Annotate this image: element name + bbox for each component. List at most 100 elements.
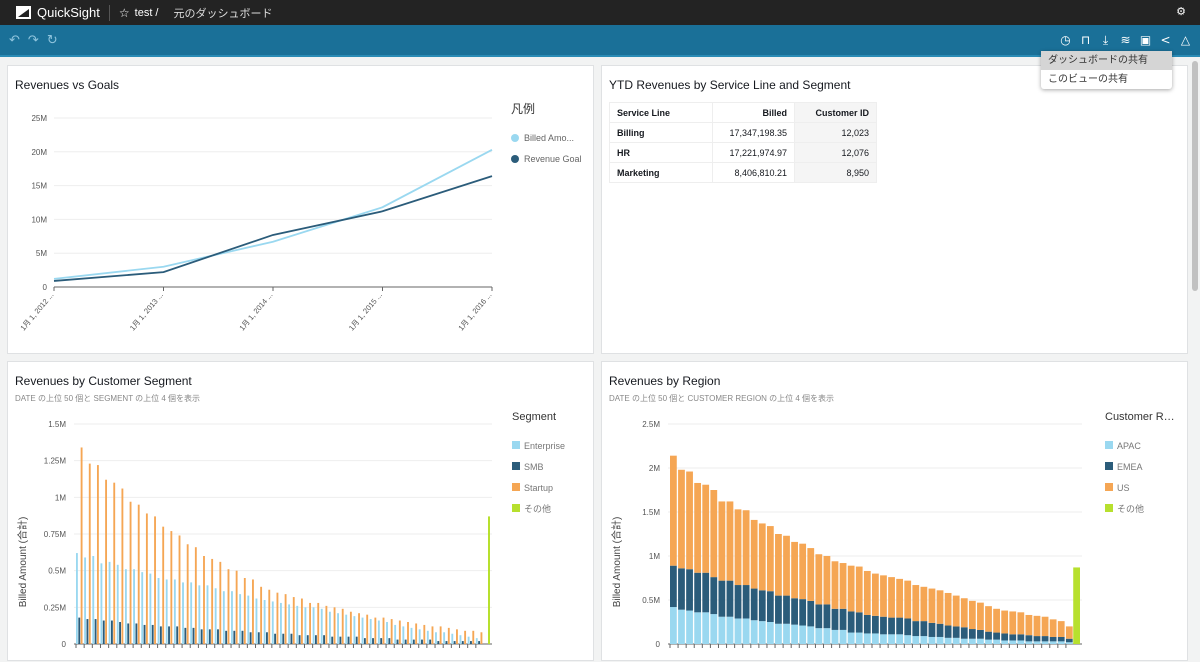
app-name[interactable]: QuickSight [37, 5, 100, 20]
y-tick-label: 20M [31, 148, 47, 157]
bar-smb [363, 638, 366, 644]
bar-emea [1017, 634, 1025, 641]
bar-us [896, 578, 904, 618]
bar-other [1073, 567, 1080, 644]
col-billed[interactable]: Billed [712, 102, 795, 123]
bar-smb [388, 638, 391, 644]
bar-emea [855, 612, 863, 633]
bar-apac [863, 633, 871, 644]
page-scrollbar[interactable] [1190, 57, 1200, 656]
clock-icon[interactable]: ◷ [1060, 33, 1071, 47]
bar-enterprise [410, 627, 413, 644]
x-tick-label: 1月 1, 2012 ... [18, 291, 55, 333]
bar-enterprise [149, 573, 152, 644]
legend-swatch [1105, 483, 1113, 491]
table-row[interactable]: Marketing 8,406,810.21 8,950 [609, 162, 877, 183]
bar-startup [464, 630, 467, 644]
y-tick-label: 15M [31, 182, 47, 191]
bell-icon[interactable]: △ [1180, 33, 1191, 47]
bookmark-icon[interactable]: ⊓ [1080, 33, 1091, 47]
share-dashboard-item[interactable]: ダッシュボードの共有 [1041, 51, 1172, 70]
share-view-item[interactable]: このビューの共有 [1048, 74, 1128, 85]
bar-emea [839, 608, 847, 630]
quicksight-logo-icon[interactable] [16, 6, 31, 19]
bar-smb [404, 639, 407, 644]
bar-enterprise [394, 624, 397, 644]
share-icon[interactable]: < [1160, 33, 1171, 47]
scrollbar-thumb[interactable] [1192, 61, 1198, 291]
bar-emea [888, 617, 895, 635]
bar-us [1009, 611, 1017, 635]
breadcrumb-folder[interactable]: test / [134, 6, 159, 19]
bar-apac [888, 634, 895, 644]
redo-icon[interactable]: ↷ [27, 33, 39, 48]
bar-us [791, 541, 798, 599]
visual-ytd-table[interactable]: YTD Revenues by Service Line and Segment… [601, 65, 1188, 354]
bar-emea [1065, 638, 1073, 643]
bar-us [993, 608, 1000, 633]
cell: Marketing [609, 162, 713, 183]
bar-enterprise [190, 582, 193, 644]
bar-startup [268, 589, 271, 644]
bar-apac [686, 610, 693, 644]
bar-enterprise [173, 579, 176, 644]
star-icon[interactable]: ☆ [118, 5, 130, 20]
bar-smb [135, 623, 138, 644]
table-row[interactable]: Billing 17,347,198.35 12,023 [609, 122, 877, 143]
bar-emea [702, 572, 710, 613]
bar-smb [470, 641, 472, 644]
bar-startup [194, 547, 197, 644]
bar-emea [872, 615, 879, 634]
legend-label: その他 [524, 503, 551, 514]
bar-startup [260, 586, 263, 644]
visual-subtitle: DATE の上位 50 個と SEGMENT の上位 4 個を表示 [15, 394, 201, 403]
visual-revenues-vs-goals[interactable]: Revenues vs Goals 0 5M 10M 15M 20M 25M 1月 1, 2… [7, 65, 594, 354]
bar-us [928, 588, 936, 623]
bar-emea [985, 631, 992, 640]
visual-revenues-by-segment[interactable]: Revenues by Customer Segment DATE の上位 50… [7, 361, 594, 661]
reset-icon[interactable]: ↻ [46, 33, 58, 48]
bar-startup [317, 602, 320, 644]
bar-enterprise [231, 591, 233, 644]
bar-enterprise [467, 636, 470, 644]
divider [108, 4, 110, 21]
bar-us [823, 556, 831, 605]
bar-us [912, 585, 920, 622]
col-service-line[interactable]: Service Line [609, 102, 713, 123]
col-customer-id[interactable]: Customer ID [794, 102, 877, 123]
bar-apac [678, 609, 685, 644]
bar-smb [445, 641, 448, 644]
legend-swatch [1105, 441, 1113, 449]
bar-emea [831, 608, 839, 630]
table-row[interactable]: HR 17,221,974.97 12,076 [609, 142, 877, 163]
bar-emea [977, 629, 984, 639]
bar-emea [734, 585, 742, 619]
bar-apac [734, 618, 742, 644]
user-icon[interactable]: ⚙ [1176, 5, 1186, 18]
ytd-table: Service Line Billed Customer ID Billing 1… [609, 102, 877, 183]
visual-revenues-by-region[interactable]: Revenues by Region DATE の上位 50 個と CUSTOM… [601, 361, 1188, 661]
bar-us [1017, 612, 1025, 635]
bar-startup [407, 622, 409, 644]
bar-startup [447, 627, 450, 644]
y-tick-label: 2.5M [642, 420, 660, 429]
bar-emea [718, 580, 726, 617]
save-icon[interactable]: ▣ [1139, 33, 1152, 47]
bar-emea [1057, 636, 1065, 642]
bar-smb [159, 626, 162, 644]
y-tick-label: 5M [36, 249, 47, 258]
bar-apac [1001, 640, 1009, 644]
download-icon[interactable]: ⤓ [1102, 33, 1109, 47]
bar-smb [94, 619, 97, 644]
y-tick-label: 0 [656, 640, 661, 649]
database-icon[interactable]: ≋ [1120, 33, 1131, 47]
bar-apac [912, 636, 920, 644]
bar-startup [374, 617, 377, 644]
bar-us [855, 566, 863, 613]
legend-swatch [1105, 462, 1113, 470]
bar-us [710, 490, 718, 578]
y-tick-label: 2M [649, 464, 660, 473]
undo-icon[interactable]: ↶ [9, 33, 20, 48]
bar-us [799, 543, 807, 600]
bar-startup [186, 544, 189, 644]
